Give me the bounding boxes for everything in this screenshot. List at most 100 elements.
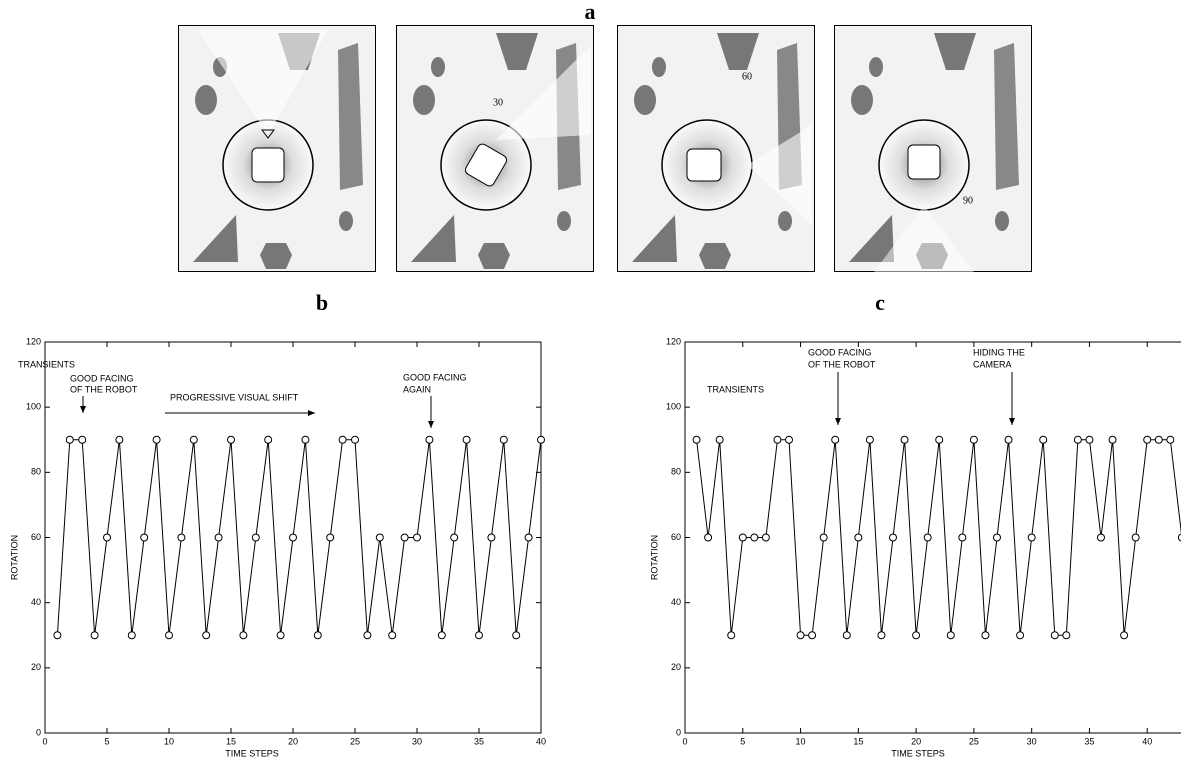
data-point (1004, 435, 1013, 444)
data-point (425, 435, 434, 444)
data-point (1154, 435, 1163, 444)
data-point (388, 631, 397, 640)
y-tick-label: 20 (671, 662, 681, 672)
data-point (537, 435, 545, 444)
y-tick-label: 80 (31, 467, 41, 477)
data-point (993, 533, 1001, 542)
data-point (935, 435, 944, 444)
data-point (165, 631, 173, 640)
data-point (251, 533, 260, 542)
annotation: GOOD FACING (808, 347, 872, 357)
data-point (773, 435, 782, 444)
data-point (462, 435, 471, 444)
annotation: OF THE ROBOT (70, 384, 138, 394)
data-point (704, 533, 713, 542)
data-point (351, 435, 359, 444)
x-tick-label: 30 (1027, 736, 1037, 746)
x-tick-label: 15 (853, 736, 863, 746)
data-point (923, 533, 932, 542)
data-point (796, 631, 805, 640)
panel-label: b (316, 290, 328, 315)
angle-label: 90 (963, 195, 973, 206)
data-point (140, 533, 149, 542)
data-point (808, 631, 817, 640)
angle-label: 60 (742, 71, 752, 82)
scene (179, 26, 376, 272)
data-point (103, 533, 111, 542)
data-point (487, 533, 496, 542)
scene: 60 (618, 26, 815, 272)
x-tick-label: 0 (42, 736, 47, 746)
data-point (90, 631, 99, 640)
y-axis-label: ROTATION (649, 535, 659, 580)
annotation: CAMERA (973, 359, 1012, 369)
data-point (738, 533, 747, 542)
panel-label: c (875, 290, 885, 315)
data-point (413, 533, 421, 542)
x-axis-label: TIME STEPS (225, 748, 279, 758)
annotation: OF THE ROBOT (808, 359, 876, 369)
data-point (946, 631, 955, 640)
data-point (877, 631, 886, 640)
data-point (313, 631, 322, 640)
y-tick-label: 40 (671, 597, 681, 607)
annotation: HIDING THE (973, 347, 1025, 357)
data-point (761, 533, 770, 542)
data-point (715, 435, 724, 444)
data-point (375, 533, 384, 542)
data-point (475, 631, 483, 640)
annotation: GOOD FACING (70, 373, 134, 383)
data-point (1166, 435, 1175, 444)
angle-label: 30 (493, 97, 503, 108)
data-point (1027, 533, 1036, 542)
y-tick-label: 100 (26, 402, 41, 412)
data-point (239, 631, 248, 640)
data-point (437, 631, 446, 640)
scene: 90 (835, 26, 1032, 273)
data-point (78, 435, 87, 444)
data-point (1016, 631, 1025, 640)
data-point (115, 435, 124, 444)
x-tick-label: 5 (104, 736, 109, 746)
data-point (127, 631, 136, 640)
data-point (865, 435, 874, 444)
annotation: AGAIN (403, 384, 431, 394)
data-point (1062, 631, 1071, 640)
x-tick-label: 10 (796, 736, 806, 746)
x-tick-label: 20 (288, 736, 298, 746)
data-point (189, 435, 198, 444)
data-point (1131, 533, 1140, 542)
data-point (981, 631, 990, 640)
data-point (831, 435, 840, 444)
data-point (326, 533, 335, 542)
x-tick-label: 5 (740, 736, 745, 746)
data-point (1177, 533, 1181, 542)
data-point (400, 533, 409, 542)
data-point (264, 435, 273, 444)
x-tick-label: 25 (969, 736, 979, 746)
panel-label: a (585, 0, 596, 24)
data-point (727, 631, 736, 640)
data-point (1050, 631, 1059, 640)
x-tick-label: 30 (412, 736, 422, 746)
y-tick-label: 120 (26, 336, 41, 346)
data-point (276, 631, 285, 640)
data-point (65, 435, 74, 444)
x-tick-label: 35 (1084, 736, 1094, 746)
data-point (152, 435, 161, 444)
x-tick-label: 40 (1142, 736, 1152, 746)
data-point (889, 533, 897, 542)
data-point (227, 435, 235, 444)
data-point (363, 631, 372, 640)
data-point (53, 631, 62, 640)
annotation: TRANSIENTS (18, 359, 75, 369)
data-point (499, 435, 508, 444)
y-tick-label: 100 (666, 402, 681, 412)
data-point (524, 533, 533, 542)
data-point (202, 631, 211, 640)
x-tick-label: 20 (911, 736, 921, 746)
data-point (512, 631, 521, 640)
x-tick-label: 15 (226, 736, 236, 746)
